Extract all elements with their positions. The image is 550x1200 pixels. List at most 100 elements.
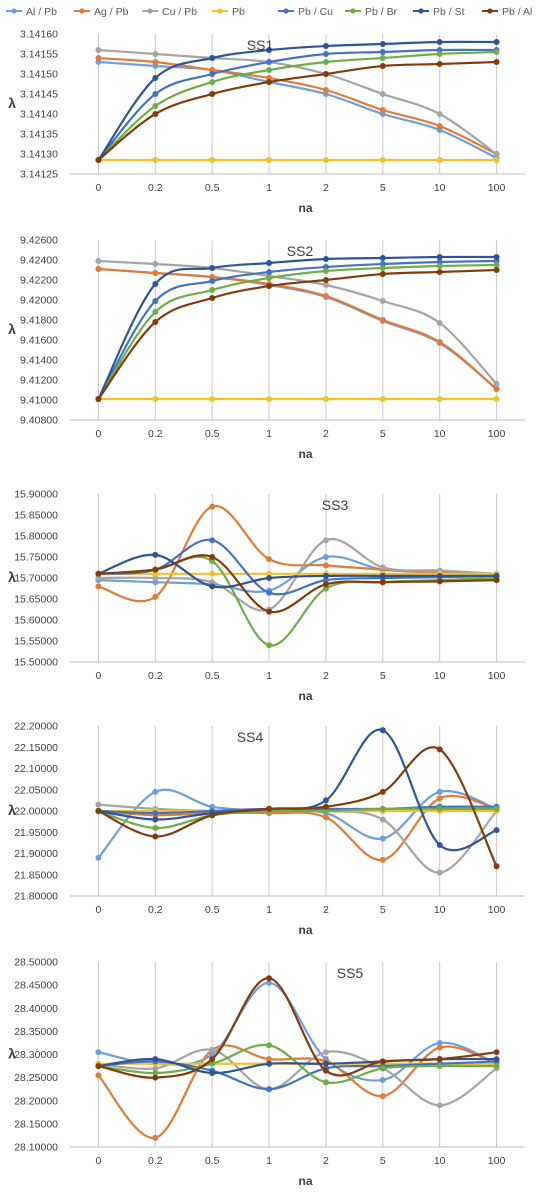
- data-point: [379, 107, 386, 113]
- y-tick-label: 28.30000: [14, 1049, 58, 1061]
- y-tick-label: 21.95000: [14, 827, 58, 839]
- y-axis-title: λ: [8, 802, 16, 818]
- series-pb-st: [95, 727, 500, 852]
- data-point: [266, 157, 273, 163]
- data-point: [436, 263, 443, 269]
- data-point: [266, 575, 273, 581]
- series-line: [98, 807, 497, 830]
- data-point: [322, 1049, 329, 1056]
- series-line: [98, 60, 498, 159]
- y-tick-label: 15.50000: [14, 657, 58, 669]
- data-point: [436, 1063, 443, 1070]
- data-point: [493, 827, 500, 834]
- data-point: [322, 157, 329, 163]
- data-point: [379, 1065, 386, 1072]
- data-point: [493, 572, 500, 579]
- data-point: [95, 157, 102, 163]
- y-axis-title: λ: [8, 95, 16, 111]
- data-point: [493, 262, 500, 268]
- series-pb-al: [95, 746, 500, 870]
- series-pb: [95, 157, 500, 163]
- data-point: [493, 1049, 500, 1056]
- data-point: [493, 1063, 500, 1070]
- data-point: [436, 788, 443, 795]
- data-point: [152, 570, 159, 577]
- legend-item-pb-br: Pb / Br: [345, 6, 398, 18]
- legend-marker: [418, 8, 424, 14]
- data-point: [493, 396, 500, 402]
- chart-title: SS1: [247, 37, 274, 53]
- series-line: [98, 505, 497, 603]
- x-tick-label: 0: [96, 670, 102, 682]
- data-point: [493, 1056, 500, 1063]
- series-ag-pb: [95, 1044, 500, 1141]
- data-point: [209, 396, 216, 402]
- data-point: [209, 812, 216, 819]
- series-pb-st: [95, 39, 500, 163]
- data-point: [95, 808, 102, 814]
- series-line: [98, 794, 497, 861]
- data-point: [436, 111, 443, 117]
- data-point: [436, 157, 443, 163]
- data-point: [493, 49, 500, 55]
- data-point: [436, 51, 443, 57]
- legend-marker: [79, 8, 85, 14]
- series-pb-cu: [95, 537, 500, 596]
- data-point: [436, 396, 443, 402]
- data-point: [379, 564, 386, 571]
- series-line: [98, 1060, 497, 1091]
- y-tick-label: 9.41600: [20, 335, 58, 347]
- x-tick-label: 10: [434, 1155, 446, 1167]
- legend-svg: Al / Pb Ag / Pb Cu / Pb Pb Pb / Cu Pb / Br Pb …: [6, 6, 532, 18]
- y-tick-label: 3.14125: [20, 169, 58, 181]
- data-point: [209, 579, 216, 586]
- x-tick-label: 2: [323, 904, 329, 916]
- series-line: [98, 553, 497, 589]
- data-point: [379, 1076, 386, 1083]
- series-line: [98, 977, 497, 1079]
- x-tick-label: 0: [96, 904, 102, 916]
- data-point: [266, 67, 273, 73]
- data-point: [322, 554, 329, 560]
- data-point: [152, 579, 159, 586]
- y-axis-title: λ: [8, 1046, 16, 1062]
- data-point: [436, 61, 443, 67]
- series-pb-al: [95, 267, 500, 402]
- legend-item-ag-pb: Ag / Pb: [74, 6, 129, 18]
- data-point: [322, 797, 329, 804]
- series-line: [98, 267, 498, 390]
- series-pb-br: [95, 49, 500, 163]
- x-tick-label: 0.5: [205, 670, 220, 682]
- data-point: [436, 254, 443, 260]
- legend-marker: [217, 8, 223, 14]
- data-point: [152, 270, 159, 276]
- data-point: [379, 835, 386, 842]
- data-point: [152, 566, 159, 573]
- data-point: [322, 268, 329, 274]
- data-point: [209, 558, 216, 565]
- chart-ss4: 21.80000 21.85000 21.90000 21.95000 22.00000…: [8, 721, 525, 937]
- data-point: [493, 39, 500, 45]
- data-point: [266, 1056, 273, 1063]
- data-point: [266, 1060, 273, 1067]
- y-tick-label: 22.05000: [14, 784, 58, 796]
- data-point: [152, 91, 159, 97]
- series-line: [98, 267, 498, 390]
- data-point: [152, 1074, 159, 1081]
- data-point: [322, 282, 329, 288]
- data-point: [209, 570, 216, 577]
- data-point: [95, 1072, 102, 1079]
- data-point: [379, 816, 386, 823]
- x-axis-title: na: [298, 923, 312, 937]
- data-point: [379, 317, 386, 323]
- data-point: [436, 1102, 443, 1109]
- x-tick-label: 0.5: [205, 182, 220, 194]
- legend-label: Pb / Br: [365, 6, 398, 18]
- x-tick-label: 10: [434, 904, 446, 916]
- chart-panel-ss1: 3.14125 3.14130 3.14135 3.14140 3.14145 3.141…: [0, 22, 550, 222]
- x-tick-label: 1: [266, 670, 272, 682]
- x-axis-title: na: [298, 201, 312, 215]
- data-point: [152, 833, 159, 840]
- legend-label: Al / Pb: [26, 6, 57, 18]
- data-point: [322, 43, 329, 49]
